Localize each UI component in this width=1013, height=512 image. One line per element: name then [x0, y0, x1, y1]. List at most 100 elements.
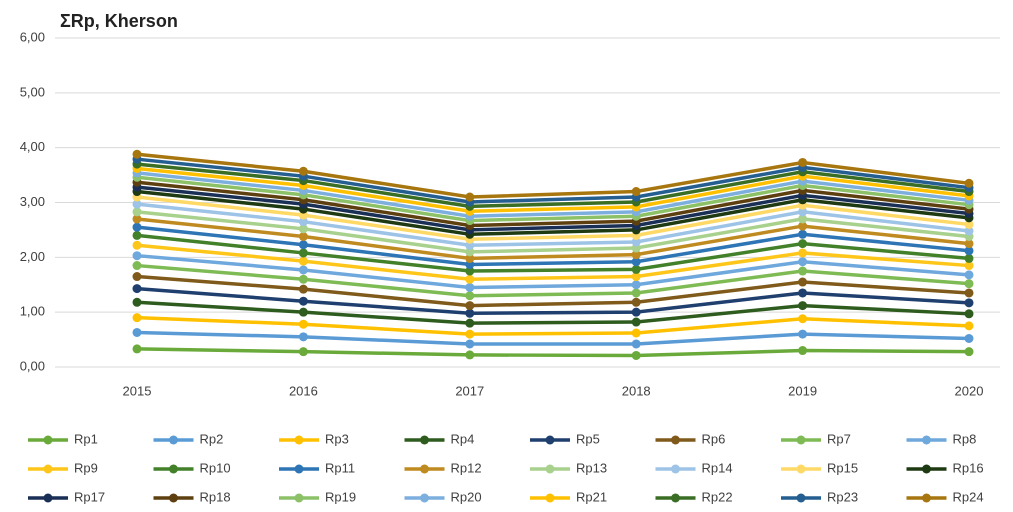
legend-label: Rp13 [576, 460, 607, 475]
point [298, 332, 308, 342]
legend-label: Rp9 [74, 460, 98, 475]
point [964, 178, 974, 188]
point [631, 297, 641, 307]
legend-marker [420, 435, 429, 445]
point [465, 301, 475, 311]
point [465, 192, 475, 202]
point [798, 346, 808, 356]
point [631, 317, 641, 327]
point [132, 313, 142, 323]
point [465, 318, 475, 328]
legend-marker [545, 435, 555, 445]
legend-marker [922, 493, 931, 503]
point [465, 253, 475, 263]
point [964, 246, 974, 256]
legend-label: Rp15 [827, 460, 858, 475]
y-tick-label: 1,00 [20, 304, 45, 319]
series-line [136, 243, 970, 282]
legend-marker [294, 493, 304, 503]
point [631, 187, 641, 197]
legend-label: Rp16 [953, 460, 984, 475]
point [298, 265, 308, 275]
series-line [136, 210, 970, 254]
point [298, 347, 308, 357]
point [298, 217, 308, 227]
point [964, 270, 974, 280]
series-line [136, 166, 970, 214]
point [798, 221, 808, 231]
legend-marker [545, 493, 555, 503]
legend-label: Rp10 [200, 460, 231, 475]
point [298, 307, 308, 317]
point [132, 240, 142, 250]
point [964, 333, 974, 343]
legend-marker [169, 435, 178, 445]
point [132, 261, 142, 271]
legend-marker [43, 493, 53, 503]
point [465, 308, 475, 318]
point [631, 280, 641, 290]
x-tick-label: 2018 [622, 383, 651, 398]
point [631, 307, 641, 317]
legend-marker [169, 493, 178, 503]
point [798, 277, 808, 287]
point [298, 248, 308, 258]
point [964, 253, 974, 263]
point [465, 291, 475, 301]
point [132, 251, 142, 261]
legend-label: Rp19 [325, 489, 356, 504]
legend-label: Rp7 [827, 431, 851, 446]
legend-label: Rp20 [451, 489, 482, 504]
series-line [136, 195, 970, 241]
series-line [136, 286, 970, 316]
legend-marker [796, 464, 806, 474]
y-tick-label: 6,00 [20, 29, 45, 44]
point [132, 327, 142, 337]
legend-marker [671, 435, 680, 445]
point [964, 288, 974, 298]
point [631, 272, 641, 282]
series-line [136, 217, 970, 261]
legend-label: Rp24 [953, 489, 984, 504]
series-line [136, 330, 970, 346]
legend-marker [294, 435, 304, 445]
point [798, 301, 808, 311]
legend-label: Rp21 [576, 489, 607, 504]
legend-label: Rp23 [827, 489, 858, 504]
legend-label: Rp1 [74, 431, 98, 446]
y-tick-label: 0,00 [20, 358, 45, 373]
legend-marker [671, 493, 680, 503]
legend-marker [545, 464, 555, 474]
point [798, 214, 808, 224]
point [298, 256, 308, 266]
point [798, 229, 808, 239]
point [465, 247, 475, 257]
series-line [136, 185, 970, 232]
legend-marker [294, 464, 304, 474]
point [964, 239, 974, 249]
point [465, 282, 475, 292]
point [298, 224, 308, 234]
point [631, 288, 641, 298]
series-line [136, 175, 970, 223]
series-line [136, 274, 970, 308]
x-tick-label: 2017 [455, 383, 484, 398]
point [964, 347, 974, 357]
point [132, 207, 142, 217]
point [964, 279, 974, 289]
series-line [136, 189, 970, 237]
series-line [136, 171, 970, 218]
point [964, 219, 974, 229]
point [631, 328, 641, 338]
series-line [136, 157, 970, 204]
series-line [136, 263, 970, 298]
point [132, 344, 142, 354]
series-line [136, 233, 970, 273]
point [298, 231, 308, 241]
point [964, 309, 974, 319]
point [798, 288, 808, 298]
point [298, 319, 308, 329]
y-tick-label: 4,00 [20, 139, 45, 154]
series-line [136, 162, 970, 209]
